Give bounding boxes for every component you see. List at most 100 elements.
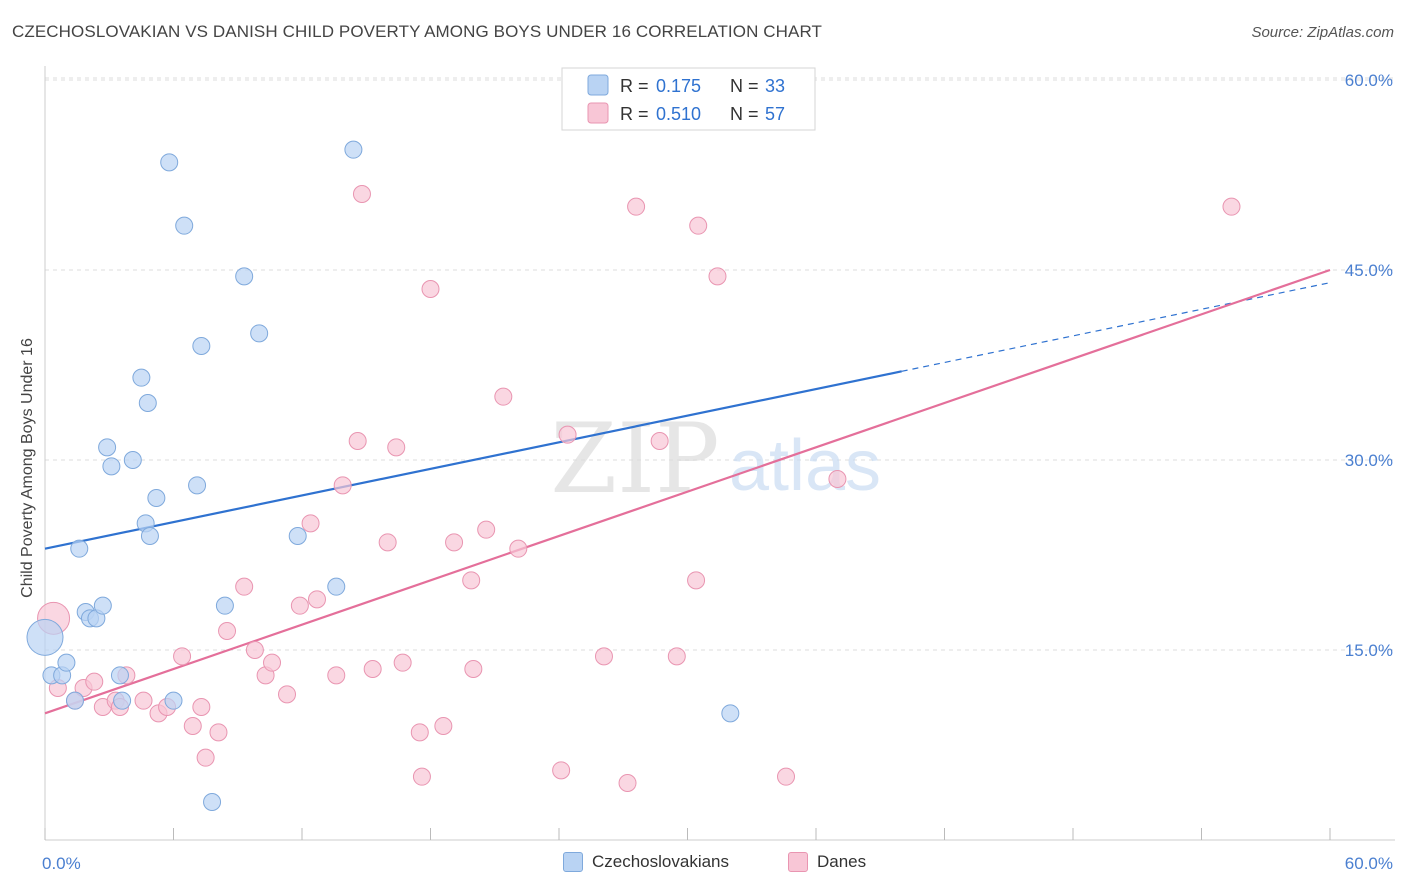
trend-line-czechoslovakians: [44, 370, 902, 550]
danish-point-56: [1222, 197, 1241, 216]
danish-point-32: [387, 438, 406, 457]
danish-point-33: [393, 653, 412, 672]
danish-point-51: [687, 571, 706, 590]
danish-point-28: [348, 432, 367, 450]
danish-point-21: [263, 653, 282, 672]
danish-point-43: [509, 539, 528, 558]
watermark-zip: ZIP: [550, 403, 719, 515]
danish-point-40: [464, 660, 483, 678]
czechoslovakian-point-3: [57, 653, 76, 672]
legend-r-value-2: 0.510: [656, 104, 701, 124]
chart-title: CZECHOSLOVAKIAN VS DANISH CHILD POVERTY …: [12, 22, 823, 41]
czechoslovakian-point-31: [344, 140, 363, 159]
legend-swatch-blue: [563, 852, 583, 872]
czechoslovakian-point-10: [98, 438, 117, 457]
czechoslovakian-point-13: [113, 691, 132, 710]
czechoslovakian-point-5: [70, 539, 89, 558]
danish-point-31: [378, 533, 397, 552]
legend-n-value-2: 57: [765, 104, 785, 124]
czechoslovakian-point-12: [110, 666, 129, 685]
danish-point-29: [352, 185, 371, 203]
czechoslovakian-point-26: [215, 596, 234, 615]
legend-r-label-2: R =: [620, 104, 649, 124]
legend-label-czechoslovakians: Czechoslovakians: [592, 852, 730, 871]
danish-point-42: [494, 387, 513, 406]
czechoslovakian-point-24: [192, 337, 211, 355]
czechoslovakian-point-21: [164, 691, 183, 710]
danish-point-48: [627, 197, 646, 216]
danish-point-13: [183, 717, 202, 735]
danish-point-38: [445, 533, 464, 552]
czechoslovakian-point-32: [721, 704, 740, 723]
legend-n-label-1: N =: [730, 76, 759, 96]
danish-point-47: [618, 774, 637, 792]
axes: [44, 66, 1395, 841]
danish-point-17: [218, 622, 237, 640]
legend-r-value-1: 0.175: [656, 76, 701, 96]
y-tick-label-2: 45.0%: [1345, 261, 1393, 280]
czechoslovakian-point-0: [26, 618, 64, 656]
danish-point-25: [307, 590, 326, 609]
danish-point-35: [412, 767, 431, 786]
data-points: [26, 140, 1241, 811]
legend-swatch-pink: [788, 852, 808, 872]
danish-point-53: [708, 267, 727, 286]
legend-item-czechoslovakians: Czechoslovakians: [563, 852, 729, 872]
danish-point-9: [134, 691, 153, 710]
danish-point-18: [235, 577, 254, 596]
danish-point-16: [209, 723, 228, 742]
danish-point-15: [196, 748, 215, 767]
czechoslovakian-point-15: [132, 368, 151, 387]
legend-swatch-danes: [587, 102, 609, 124]
czechoslovakian-point-28: [250, 324, 269, 343]
czechoslovakian-point-20: [160, 153, 179, 172]
tick-labels: 15.0% 30.0% 45.0% 60.0% 0.0% 60.0%: [42, 71, 1393, 873]
trend-line-czechoslovakians-extension: [901, 282, 1331, 372]
czechoslovakian-point-29: [288, 527, 307, 545]
danish-point-26: [327, 666, 346, 685]
danish-point-37: [434, 717, 453, 735]
czechoslovakian-point-18: [140, 527, 159, 545]
czechoslovakian-point-25: [203, 793, 222, 811]
watermark-atlas: atlas: [729, 426, 881, 506]
y-tick-label-1: 30.0%: [1345, 451, 1393, 470]
source-label: Source: ZipAtlas.com: [1251, 24, 1394, 41]
legend-top: R = 0.175 N = 33 R = 0.510 N = 57: [561, 67, 816, 131]
trend-lines: [44, 268, 1331, 715]
x-tick-label-1: 60.0%: [1345, 854, 1393, 873]
danish-point-14: [192, 698, 211, 716]
gridlines: [45, 77, 1395, 651]
danish-point-49: [650, 432, 669, 450]
czechoslovakian-point-30: [327, 577, 346, 596]
danish-point-30: [363, 660, 382, 678]
watermark: ZIP atlas: [550, 403, 881, 515]
trend-line-danes: [44, 268, 1331, 715]
legend-n-value-1: 33: [765, 76, 785, 96]
danish-point-22: [278, 685, 297, 704]
czechoslovakian-point-17: [138, 394, 157, 412]
czechoslovakian-point-9: [93, 596, 112, 615]
legend-label-danes: Danes: [817, 852, 867, 871]
danish-point-45: [558, 425, 577, 444]
czechoslovakian-point-22: [175, 216, 194, 235]
danish-point-34: [410, 723, 429, 742]
legend-swatch-czechoslovakians: [587, 74, 609, 96]
x-tick-label-0: 0.0%: [42, 854, 81, 873]
danish-point-41: [477, 520, 496, 539]
danish-point-46: [594, 647, 613, 666]
czechoslovakian-point-14: [123, 451, 142, 469]
y-tick-label-0: 15.0%: [1345, 641, 1393, 660]
danish-point-19: [245, 641, 264, 659]
danish-point-55: [828, 470, 847, 488]
czechoslovakian-point-27: [235, 267, 254, 286]
danish-point-44: [552, 761, 571, 780]
danish-point-54: [777, 767, 796, 786]
legend-r-label-1: R =: [620, 76, 649, 96]
danish-point-39: [462, 571, 481, 590]
y-tick-label-3: 60.0%: [1345, 71, 1393, 90]
czechoslovakian-point-4: [65, 691, 84, 710]
legend-n-label-2: N =: [730, 104, 759, 124]
danish-point-52: [689, 216, 708, 235]
bottom-legend: Czechoslovakians Danes: [0, 852, 1406, 876]
